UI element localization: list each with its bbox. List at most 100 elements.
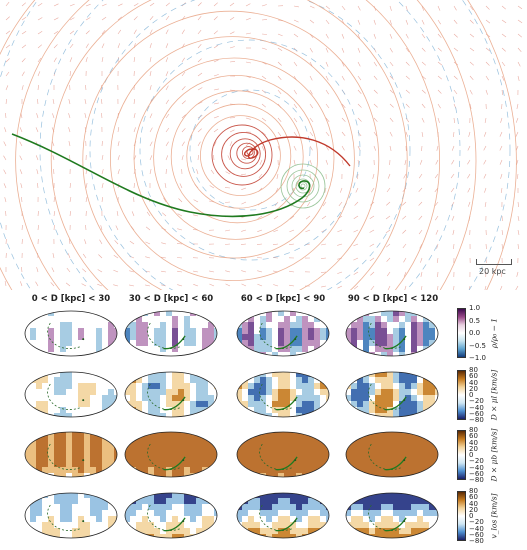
velocity-arrow bbox=[389, 145, 392, 151]
velocity-arrow bbox=[165, 155, 169, 161]
velocity-arrow bbox=[309, 131, 314, 137]
halo-contour bbox=[229, 138, 261, 170]
velocity-arrow bbox=[197, 29, 202, 35]
velocity-arrow bbox=[289, 284, 295, 287]
lmc-track bbox=[47, 504, 81, 531]
velocity-arrow bbox=[305, 215, 311, 220]
velocity-arrow bbox=[3, 169, 7, 175]
velocity-arrow bbox=[53, 211, 56, 217]
halo-contour bbox=[0, 0, 477, 290]
lmc-orbit-segment bbox=[384, 517, 407, 532]
velocity-arrow bbox=[51, 267, 55, 273]
velocity-arrow bbox=[293, 5, 299, 8]
velocity-arrow bbox=[325, 159, 328, 165]
velocity-arrow bbox=[453, 33, 458, 38]
velocity-arrow bbox=[68, 113, 71, 119]
velocity-arrow bbox=[161, 242, 167, 245]
map-outline bbox=[124, 371, 218, 418]
map-outline bbox=[24, 371, 118, 418]
velocity-arrow bbox=[224, 187, 231, 189]
velocity-arrow bbox=[421, 19, 425, 25]
velocity-arrow bbox=[435, 215, 439, 221]
velocity-arrow bbox=[373, 145, 376, 151]
velocity-arrow bbox=[133, 57, 136, 63]
map-outline bbox=[236, 492, 330, 539]
colorbar-tick-label: 60 bbox=[469, 493, 478, 502]
lmc-position-marker bbox=[403, 520, 406, 523]
velocity-arrow bbox=[515, 285, 519, 290]
velocity-arrow bbox=[82, 253, 87, 259]
velocity-arrow bbox=[389, 117, 394, 122]
velocity-arrow bbox=[257, 229, 263, 232]
velocity-arrow bbox=[453, 75, 458, 80]
colorbar-mub: 80 60 40 20 0 −20 −40 −60 −80 D × μb [km/s] bbox=[457, 426, 499, 484]
velocity-arrow bbox=[405, 61, 410, 66]
velocity-arrow bbox=[309, 89, 313, 95]
velocity-arrow bbox=[100, 225, 103, 231]
lmc-orbit-segment bbox=[384, 335, 407, 350]
velocity-arrow bbox=[129, 270, 135, 273]
velocity-arrow bbox=[181, 114, 186, 119]
velocity-arrow bbox=[179, 183, 183, 189]
velocity-arrow bbox=[353, 257, 359, 261]
velocity-arrow bbox=[275, 187, 279, 193]
velocity-arrow bbox=[21, 58, 26, 63]
velocity-arrow-field bbox=[3, 1, 523, 290]
halo-contour bbox=[221, 131, 267, 177]
velocity-arrow bbox=[324, 187, 327, 193]
lmc-orbit-segment bbox=[163, 517, 186, 532]
velocity-arrow bbox=[197, 87, 203, 91]
velocity-arrow bbox=[437, 271, 439, 278]
velocity-arrow bbox=[357, 145, 361, 151]
mollweide-map-row2-col3 bbox=[236, 371, 330, 418]
velocity-arrow bbox=[261, 145, 265, 151]
lmc-track bbox=[368, 443, 402, 470]
velocity-arrow bbox=[418, 187, 423, 192]
velocity-arrow bbox=[499, 145, 503, 151]
velocity-arrow bbox=[145, 226, 151, 231]
velocity-arrow bbox=[176, 257, 183, 259]
velocity-arrow bbox=[133, 182, 135, 189]
colorbar-tick-label: 40 bbox=[469, 438, 478, 447]
velocity-arrow bbox=[405, 47, 410, 53]
velocity-arrow bbox=[277, 61, 282, 66]
velocity-arrow bbox=[163, 197, 167, 203]
velocity-arrow bbox=[341, 61, 345, 67]
velocity-arrow bbox=[469, 103, 472, 109]
velocity-arrow bbox=[517, 5, 523, 10]
velocity-arrow bbox=[387, 285, 391, 290]
velocity-arrow bbox=[178, 198, 183, 203]
velocity-arrow bbox=[389, 5, 392, 11]
velocity-arrow bbox=[177, 270, 183, 273]
velocity-arrow bbox=[421, 145, 423, 152]
halo-contour bbox=[241, 146, 255, 160]
velocity-arrow bbox=[3, 141, 7, 147]
velocity-arrow bbox=[369, 243, 375, 247]
velocity-arrow bbox=[418, 201, 423, 206]
sgr-orbit-curve bbox=[243, 136, 351, 167]
velocity-arrow bbox=[516, 271, 519, 277]
velocity-arrow bbox=[225, 270, 231, 273]
halo-contour bbox=[170, 90, 304, 224]
colorbar-tick-label: −40 bbox=[469, 524, 484, 533]
velocity-arrow bbox=[229, 61, 236, 63]
velocity-arrow bbox=[161, 270, 167, 273]
velocity-arrow bbox=[101, 197, 103, 203]
velocity-arrow bbox=[36, 267, 39, 273]
lmc-position-marker bbox=[403, 338, 406, 341]
velocity-arrow bbox=[225, 229, 231, 232]
velocity-arrow bbox=[277, 89, 282, 95]
colorbar-mub-label: D × μb [km/s] bbox=[489, 428, 499, 482]
velocity-arrow bbox=[485, 61, 490, 66]
halo-contour bbox=[186, 103, 292, 209]
velocity-arrow bbox=[341, 131, 346, 137]
halo-contour bbox=[82, 10, 380, 290]
velocity-arrow bbox=[341, 145, 345, 151]
velocity-arrow bbox=[115, 225, 119, 231]
velocity-arrow bbox=[181, 100, 186, 105]
colorbar-tick-label: 60 bbox=[469, 432, 478, 441]
velocity-arrow bbox=[309, 159, 312, 165]
velocity-arrow bbox=[435, 229, 439, 235]
velocity-arrow bbox=[149, 29, 153, 35]
velocity-arrow bbox=[418, 229, 423, 235]
